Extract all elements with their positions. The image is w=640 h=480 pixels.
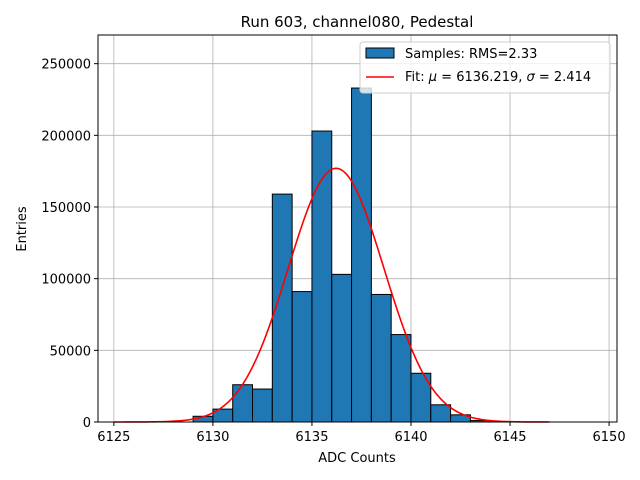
x-tick-label: 6130 [196,430,229,445]
chart-title: Run 603, channel080, Pedestal [241,13,474,31]
x-tick-label: 6135 [295,430,328,445]
histogram-bar [390,334,412,423]
y-tick-label: 100000 [41,273,91,288]
legend-fit-mu-value: = 6136.219, [437,70,526,85]
y-tick-label: 0 [83,416,91,431]
histogram-bar [291,291,313,423]
legend-box [359,41,611,94]
y-tick-label: 200000 [41,129,91,144]
legend-fit-label: Fit: μ = 6136.219, σ = 2.414 [405,70,591,85]
y-axis: 0 50000 100000 150000 200000 250000 [41,58,98,431]
legend-fit-mu-symbol: μ [428,70,437,85]
x-tick-label: 6140 [394,430,427,445]
y-tick-label: 50000 [50,344,91,359]
legend-fit-prefix: Fit: [405,70,429,85]
y-tick-label: 250000 [41,58,91,73]
histogram-bar [232,384,254,423]
plot-frame [97,34,618,423]
fit-curve [113,167,550,423]
histogram-bar [430,404,452,423]
x-axis: 6125 6130 6135 6140 6145 6150 [97,422,626,445]
legend: Samples: RMS=2.33 Fit: μ = 6136.219, σ =… [359,41,611,94]
x-tick-label: 6145 [493,430,526,445]
legend-fit-sigma-symbol: σ [527,70,536,85]
x-tick-label: 6125 [97,430,130,445]
y-axis-label: Entries [15,206,30,252]
y-tick-label: 150000 [41,201,91,216]
legend-samples-swatch [365,47,395,59]
legend-fit-sigma-value: = 2.414 [535,70,591,85]
histogram-bar [370,293,392,423]
x-axis-label: ADC Counts [318,451,396,466]
legend-samples-label: Samples: RMS=2.33 [405,47,537,62]
x-tick-label: 6150 [593,430,626,445]
histogram-bars [192,87,491,423]
histogram-bar [252,388,273,423]
histogram-bar [311,130,333,423]
histogram-bar [351,87,372,423]
histogram-bar [331,273,353,423]
